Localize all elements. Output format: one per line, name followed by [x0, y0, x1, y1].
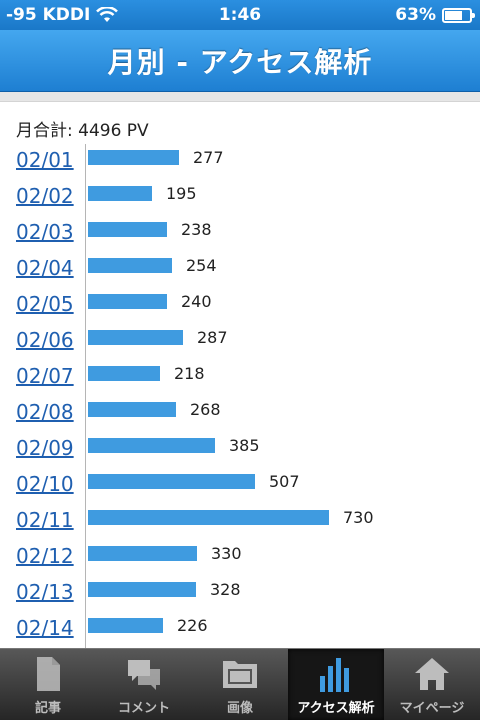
chart-row: 02/04 254	[0, 248, 480, 284]
comment-icon	[128, 660, 160, 690]
chart-row: 02/09 385	[0, 428, 480, 464]
chart-row: 02/06 287	[0, 320, 480, 356]
date-link[interactable]: 02/14	[16, 616, 74, 640]
tab-label: 画像	[226, 701, 253, 716]
tab-bar-chart[interactable]: アクセス解析	[288, 649, 384, 720]
chart-bar	[88, 294, 167, 309]
date-link[interactable]: 02/03	[16, 220, 74, 244]
bar-value-label: 240	[181, 292, 212, 311]
page-title: 月別 - アクセス解析	[107, 45, 373, 79]
chart-row: 02/13 328	[0, 572, 480, 608]
tab-home[interactable]: マイページ	[384, 649, 480, 720]
chart-bar	[88, 438, 215, 453]
carrier-label: -95 KDDI	[6, 5, 91, 25]
chart-row: 02/11 730	[0, 500, 480, 536]
date-link[interactable]: 02/04	[16, 256, 74, 280]
chart-row: 02/08 268	[0, 392, 480, 428]
date-link[interactable]: 02/12	[16, 544, 74, 568]
chart-bar	[88, 618, 163, 633]
chart-bar	[88, 546, 197, 561]
chart-bar	[88, 258, 172, 273]
bar-chart-icon	[320, 658, 349, 692]
tab-label: アクセス解析	[297, 701, 375, 716]
chart-row: 02/03 238	[0, 212, 480, 248]
date-link[interactable]: 02/13	[16, 580, 74, 604]
bar-value-label: 330	[211, 544, 242, 563]
tab-label: 記事	[34, 701, 61, 716]
chart-row: 02/02 195	[0, 176, 480, 212]
chart-bar	[88, 402, 176, 417]
chart-row: 02/07 218	[0, 356, 480, 392]
chart-row: 02/10 507	[0, 464, 480, 500]
tab-label: マイページ	[399, 701, 465, 716]
chart-bar	[88, 186, 152, 201]
monthly-total: 月合計: 4496 PV	[16, 121, 149, 141]
battery-icon	[442, 7, 475, 23]
home-icon	[415, 658, 449, 690]
navigation-bar: 月別 - アクセス解析	[0, 30, 480, 92]
chart-axis	[85, 144, 86, 648]
image-folder-icon	[223, 661, 257, 688]
bar-value-label: 254	[186, 256, 217, 275]
bar-value-label: 218	[174, 364, 205, 383]
access-bar-chart: 02/01 277 02/02 195 02/03 238 02/04 254 02/05 240…	[0, 140, 480, 648]
bar-value-label: 238	[181, 220, 212, 239]
bar-value-label: 195	[166, 184, 197, 203]
date-link[interactable]: 02/01	[16, 148, 74, 172]
tab-comment[interactable]: コメント	[96, 649, 192, 720]
battery-status: 63%	[395, 5, 475, 25]
bar-value-label: 507	[269, 472, 300, 491]
date-link[interactable]: 02/10	[16, 472, 74, 496]
clock: 1:46	[218, 5, 262, 25]
carrier-signal: -95 KDDI	[6, 5, 119, 25]
tab-bar: 記事 コメント 画像 アクセス解析 マイページ	[0, 648, 480, 720]
date-link[interactable]: 02/06	[16, 328, 74, 352]
tab-image-folder[interactable]: 画像	[192, 649, 288, 720]
chart-bar	[88, 150, 179, 165]
wifi-icon	[96, 7, 119, 22]
chart-row: 02/05 240	[0, 284, 480, 320]
chart-row: 02/12 330	[0, 536, 480, 572]
tab-document[interactable]: 記事	[0, 649, 96, 720]
bar-value-label: 385	[229, 436, 260, 455]
bar-value-label: 226	[177, 616, 208, 635]
bar-value-label: 730	[343, 508, 374, 527]
bar-value-label: 287	[197, 328, 228, 347]
chart-bar	[88, 366, 160, 381]
bar-value-label: 328	[210, 580, 241, 599]
header-divider	[0, 92, 480, 102]
date-link[interactable]: 02/08	[16, 400, 74, 424]
chart-row: 02/01 277	[0, 140, 480, 176]
battery-percent: 63%	[395, 5, 436, 25]
date-link[interactable]: 02/11	[16, 508, 74, 532]
status-bar: -95 KDDI 1:46 63%	[0, 0, 480, 30]
date-link[interactable]: 02/07	[16, 364, 74, 388]
document-icon	[37, 657, 60, 691]
chart-row: 02/14 226	[0, 608, 480, 644]
chart-bar	[88, 474, 255, 489]
date-link[interactable]: 02/02	[16, 184, 74, 208]
chart-bar	[88, 222, 167, 237]
tab-label: コメント	[117, 701, 170, 716]
date-link[interactable]: 02/05	[16, 292, 74, 316]
chart-bar	[88, 330, 183, 345]
chart-bar	[88, 510, 329, 525]
bar-value-label: 268	[190, 400, 221, 419]
bar-value-label: 277	[193, 148, 224, 167]
date-link[interactable]: 02/09	[16, 436, 74, 460]
chart-bar	[88, 582, 196, 597]
